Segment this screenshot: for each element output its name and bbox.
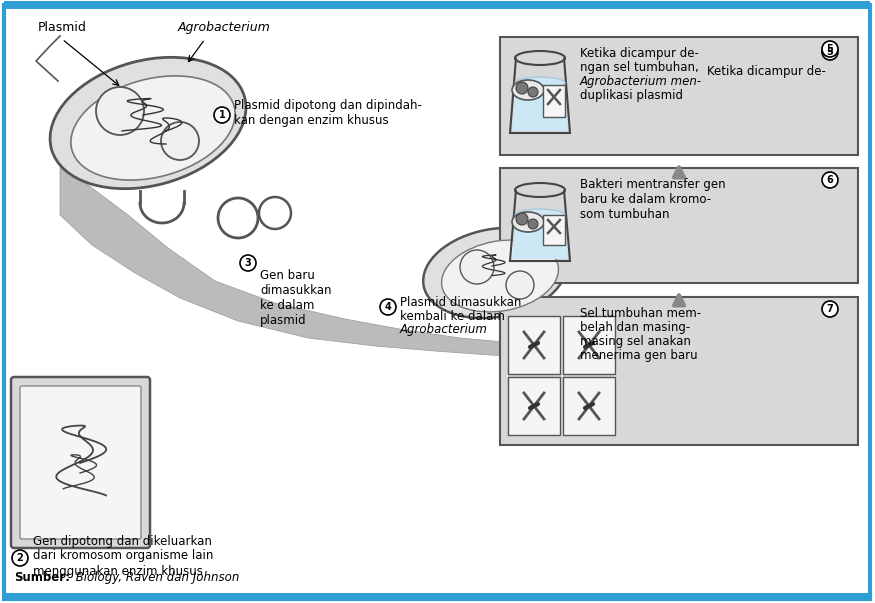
Circle shape (161, 122, 199, 160)
Bar (500, 37, 858, 155)
Circle shape (822, 301, 838, 317)
Bar (543, 85, 565, 117)
Bar (508, 316, 560, 374)
Text: 2: 2 (17, 553, 24, 563)
Circle shape (380, 299, 396, 315)
Circle shape (516, 213, 528, 225)
Text: 6: 6 (827, 175, 833, 185)
Text: masing sel anakan: masing sel anakan (580, 335, 691, 348)
Text: Sel tumbuhan mem-: Sel tumbuhan mem- (580, 307, 701, 320)
Text: menerima gen baru: menerima gen baru (580, 349, 697, 362)
Bar (563, 377, 615, 435)
Circle shape (506, 271, 534, 299)
Circle shape (528, 87, 538, 97)
Text: ngan sel tumbuhan,: ngan sel tumbuhan, (580, 61, 699, 74)
Polygon shape (648, 331, 692, 375)
Text: belah dan masing-: belah dan masing- (580, 321, 690, 334)
Text: Bakteri mentransfer gen
baru ke dalam kromo-
som tumbuhan: Bakteri mentransfer gen baru ke dalam kr… (580, 178, 725, 221)
Circle shape (12, 550, 28, 566)
Text: Plasmid dipotong dan dipindah-
kan dengan enzim khusus: Plasmid dipotong dan dipindah- kan denga… (234, 99, 422, 127)
Bar (500, 297, 858, 445)
Ellipse shape (50, 57, 246, 189)
Ellipse shape (424, 228, 567, 318)
Bar (4, 593, 870, 601)
Ellipse shape (442, 240, 558, 312)
Circle shape (822, 41, 838, 57)
Text: Sumber:: Sumber: (14, 571, 70, 584)
Circle shape (516, 82, 528, 94)
Text: Gen baru
dimasukkan
ke dalam
plasmid: Gen baru dimasukkan ke dalam plasmid (260, 269, 332, 327)
Text: Ketika dicampur de-: Ketika dicampur de- (707, 65, 826, 78)
Circle shape (822, 172, 838, 188)
Text: Plasmid: Plasmid (38, 21, 87, 34)
Text: 7: 7 (827, 304, 833, 314)
Circle shape (240, 255, 256, 271)
Text: 5: 5 (827, 47, 833, 57)
Ellipse shape (71, 76, 235, 180)
Bar (508, 377, 560, 435)
Circle shape (460, 250, 494, 284)
Text: Plasmid dimasukkan: Plasmid dimasukkan (400, 297, 522, 309)
Circle shape (96, 87, 144, 135)
Bar (500, 168, 858, 283)
FancyBboxPatch shape (11, 377, 150, 548)
Ellipse shape (512, 80, 544, 100)
Bar (563, 316, 615, 374)
Text: 3: 3 (245, 258, 251, 268)
Circle shape (528, 219, 538, 229)
Bar (4, 1, 870, 9)
Circle shape (214, 107, 230, 123)
Text: Gen dipotong dan dikeluarkan
dari kromosom organisme lain
menggunakan enzim khus: Gen dipotong dan dikeluarkan dari kromos… (33, 534, 214, 578)
Ellipse shape (512, 212, 544, 232)
Polygon shape (60, 155, 648, 361)
Circle shape (822, 44, 838, 60)
Text: 4: 4 (385, 302, 391, 312)
Text: Biology, Raven dan Johnson: Biology, Raven dan Johnson (72, 571, 240, 584)
Ellipse shape (515, 77, 565, 89)
Text: Agrobacterium: Agrobacterium (400, 323, 488, 335)
Text: Agrobacterium: Agrobacterium (178, 21, 270, 34)
Polygon shape (512, 215, 568, 259)
Text: 1: 1 (219, 110, 226, 120)
Text: kembali ke dalam: kembali ke dalam (400, 309, 505, 323)
FancyBboxPatch shape (20, 386, 141, 539)
Ellipse shape (515, 209, 565, 221)
Polygon shape (512, 83, 568, 131)
Text: Ketika dicampur de-: Ketika dicampur de- (580, 47, 699, 60)
Bar (543, 215, 565, 245)
Text: duplikasi plasmid: duplikasi plasmid (580, 89, 683, 102)
Text: 5: 5 (827, 44, 833, 54)
Text: Agrobacterium men-: Agrobacterium men- (580, 75, 702, 88)
